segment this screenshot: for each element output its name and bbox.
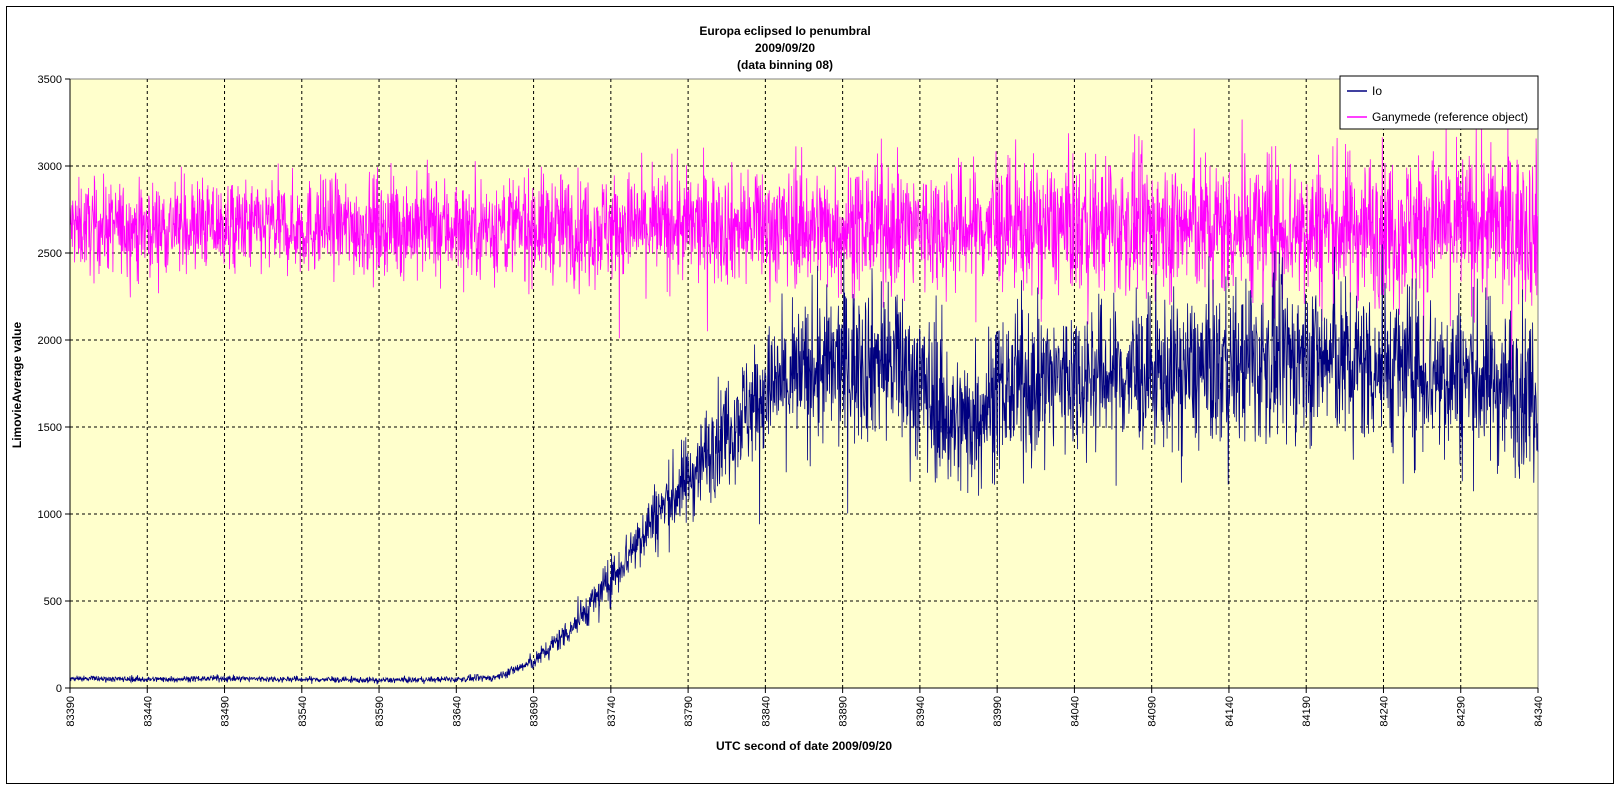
x-tick-label: 83990 xyxy=(992,696,1004,727)
x-tick-label: 83740 xyxy=(606,696,618,727)
y-tick-label: 500 xyxy=(44,596,62,608)
y-tick-label: 0 xyxy=(56,683,62,695)
y-tick-label: 2500 xyxy=(38,248,62,260)
y-tick-labels: 0 500 1000 1500 2000 2500 3000 3500 xyxy=(38,74,70,695)
series-line-io xyxy=(69,244,1539,685)
series-layer xyxy=(69,118,1539,685)
chart-title-line-1: Europa eclipsed Io penumbral xyxy=(699,24,870,38)
y-tick-label: 3500 xyxy=(38,74,62,86)
y-axis-title: LimovieAverage value xyxy=(10,322,24,449)
x-tick-label: 83490 xyxy=(220,696,232,727)
y-tick-label: 2000 xyxy=(38,335,62,347)
legend: Io Ganymede (reference object) xyxy=(1339,75,1539,130)
x-tick-label: 84340 xyxy=(1533,696,1545,727)
x-tick-label: 84190 xyxy=(1301,696,1313,727)
x-tick-label: 83940 xyxy=(915,696,927,727)
x-tick-label: 83590 xyxy=(374,696,386,727)
y-tick-label: 1000 xyxy=(38,509,62,521)
legend-label-ganymede: Ganymede (reference object) xyxy=(1372,110,1528,124)
legend-box xyxy=(1339,75,1539,130)
x-tick-label: 84240 xyxy=(1378,696,1390,727)
x-tick-label: 83890 xyxy=(838,696,850,727)
y-tick-label: 1500 xyxy=(38,422,62,434)
axes xyxy=(69,79,1538,689)
y-tick-label: 3000 xyxy=(38,161,62,173)
chart-title-line-3: (data binning 08) xyxy=(737,58,833,72)
x-tick-label: 83840 xyxy=(760,696,772,727)
x-tick-label: 84140 xyxy=(1224,696,1236,727)
x-tick-label: 83640 xyxy=(451,696,463,727)
x-tick-label: 84090 xyxy=(1147,696,1159,727)
x-tick-label: 83690 xyxy=(529,696,541,727)
x-tick-label: 83790 xyxy=(683,696,695,727)
chart-frame: Europa eclipsed Io penumbral 2009/09/20 … xyxy=(6,6,1614,784)
x-axis-title: UTC second of date 2009/09/20 xyxy=(716,739,892,753)
x-tick-label: 83390 xyxy=(65,696,77,727)
series-line-ganymede xyxy=(69,118,1539,382)
x-tick-label: 84040 xyxy=(1069,696,1081,727)
x-tick-label: 83440 xyxy=(142,696,154,727)
x-tick-labels: 83390 83440 83490 83540 83590 83640 83690 83740… xyxy=(65,688,1545,727)
chart: Europa eclipsed Io penumbral 2009/09/20 … xyxy=(10,24,1545,753)
legend-label-io: Io xyxy=(1372,84,1382,98)
x-tick-label: 83540 xyxy=(297,696,309,727)
x-tick-label: 84290 xyxy=(1456,696,1468,727)
chart-title: Europa eclipsed Io penumbral 2009/09/20 … xyxy=(699,24,870,72)
chart-title-line-2: 2009/09/20 xyxy=(755,41,815,55)
